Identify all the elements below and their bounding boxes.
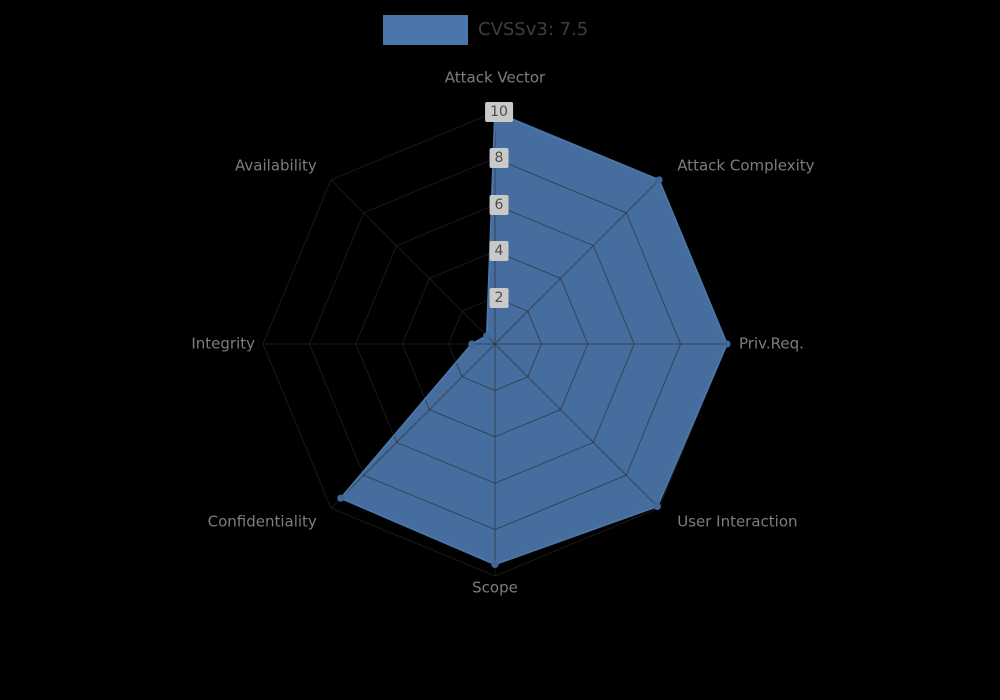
legend-label: CVSSv3: 7.5 (478, 19, 589, 40)
series-marker (723, 340, 731, 348)
series-area (340, 112, 727, 565)
series-marker (337, 494, 345, 502)
grid-spoke (494, 343, 660, 509)
series-marker (491, 560, 499, 569)
series-marker (468, 340, 476, 348)
series-marker (483, 332, 491, 340)
grid-spoke (330, 179, 496, 345)
grid-spoke (494, 179, 660, 345)
legend: CVSSv3: 7.5 (383, 15, 588, 45)
grid-spoke (330, 343, 496, 509)
series-marker (491, 108, 499, 116)
series-marker (653, 502, 662, 511)
series-marker (655, 176, 663, 184)
legend-swatch (383, 15, 468, 45)
